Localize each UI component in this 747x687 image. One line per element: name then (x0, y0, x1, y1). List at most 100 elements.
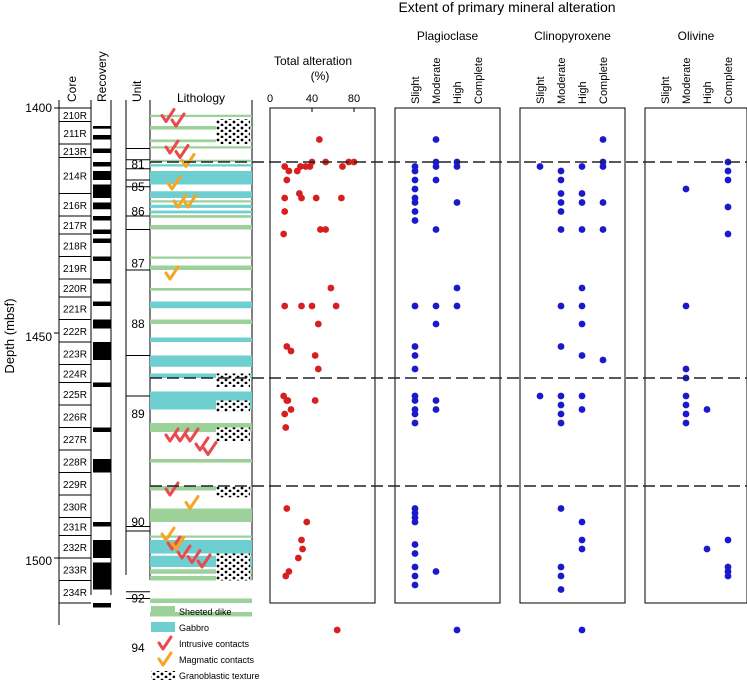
alteration-point (411, 572, 419, 580)
alteration-point (339, 163, 346, 170)
intrusive-contact-symbol (174, 144, 190, 159)
alteration-point (327, 284, 335, 292)
lithology-band (150, 486, 252, 491)
alteration-point (724, 176, 732, 184)
granoblastic-texture (216, 427, 250, 441)
alteration-point (682, 365, 690, 373)
alteration-point (557, 199, 565, 206)
alteration-point (724, 536, 732, 544)
alteration-point (453, 626, 461, 634)
magmatic-contact-symbol (160, 526, 176, 542)
recovered-core-bar (93, 427, 111, 432)
recovered-core-bar (93, 202, 111, 210)
lithology-column-header: Lithology (177, 91, 225, 105)
lithology-legend: Sheeted dike Gabbro Intrusive contacts Magm… (151, 606, 260, 681)
core-label: 218R (63, 241, 87, 252)
recovered-core-bar (93, 301, 111, 306)
recovery-column-header: Recovery (95, 51, 109, 102)
core-label: 213R (63, 147, 87, 158)
alteration-point (724, 167, 732, 175)
alteration-point (311, 397, 319, 404)
core-label: 229R (63, 480, 87, 491)
alteration-point (599, 226, 607, 233)
alteration-point (557, 176, 565, 184)
alteration-point (557, 302, 565, 310)
alteration-point (314, 365, 322, 373)
x-tick-label: 40 (306, 93, 318, 105)
alteration-point (333, 626, 341, 634)
alteration-point (724, 572, 732, 580)
alteration-point (557, 572, 565, 580)
panel-0: Total alteration(%) 0 40 80 (267, 54, 376, 634)
core-label: 232R (63, 543, 87, 554)
alteration-point (432, 163, 440, 170)
intrusive-contact-symbol (196, 553, 212, 569)
depth-tick-label: 1500 (25, 554, 52, 568)
recovered-core-bar (93, 342, 111, 360)
lithology-band (150, 164, 252, 167)
category-label: Complete (723, 57, 735, 104)
lithology-band (150, 337, 252, 342)
panel-frame (269, 107, 376, 604)
lithology-column (149, 100, 253, 617)
magmatic-contact-symbol (172, 193, 188, 209)
boundary-lines (150, 161, 747, 487)
unit-label: 89 (131, 407, 145, 421)
alteration-point (287, 347, 295, 355)
alteration-point (557, 208, 565, 215)
category-label: High (577, 81, 589, 104)
chart-panels: Total alteration(%) 0 40 80 Plagioclase Sligh… (267, 29, 747, 634)
magmatic-contact-symbol (170, 535, 186, 551)
lithology-band (150, 256, 252, 259)
lithology-band (150, 569, 252, 574)
intrusive-contact-symbol (184, 427, 200, 443)
x-tick-label: 0 (267, 93, 273, 105)
magmatic-contact-swatch (157, 651, 173, 667)
lithology-band (150, 355, 252, 367)
lithology-band (150, 598, 252, 603)
lithology-band (150, 576, 252, 581)
category-label: Moderate (431, 58, 443, 104)
category-label: Slight (410, 76, 422, 104)
lithology-band (150, 459, 252, 463)
intrusive-contact-swatch (157, 635, 173, 651)
panel-1: Plagioclase Slight Moderate High Complete (394, 29, 501, 634)
alteration-point (411, 185, 419, 193)
alteration-point (281, 208, 289, 215)
core-label: 224R (63, 370, 87, 381)
unit-label: 87 (131, 256, 145, 270)
alteration-point (703, 406, 711, 413)
alteration-point (557, 586, 565, 593)
alteration-point (578, 352, 586, 359)
alteration-point (578, 536, 586, 544)
alteration-point (299, 545, 306, 553)
alteration-point (578, 199, 586, 206)
alteration-point (317, 226, 324, 233)
core-label: 221R (63, 304, 87, 315)
alteration-point (578, 320, 586, 328)
magmatic-contact-symbol (166, 175, 182, 191)
unit-label: 81 (131, 157, 145, 171)
alteration-point (453, 302, 461, 310)
alteration-point (557, 419, 565, 427)
panel-frame (519, 107, 626, 604)
intrusive-contact-symbol (164, 481, 180, 497)
core-column-header: Core (65, 76, 79, 102)
alteration-point (453, 199, 461, 206)
alteration-point (557, 190, 565, 197)
alteration-point (281, 163, 289, 170)
intrusive-contact-symbol (164, 427, 180, 443)
category-label: High (452, 81, 464, 104)
lithology-band (150, 288, 252, 291)
unit-label: 88 (131, 317, 145, 331)
unit-label: 94 (131, 641, 145, 655)
core-label: 210R (63, 111, 87, 122)
alteration-point (303, 518, 311, 526)
alteration-point (411, 217, 419, 224)
intrusive-contact-symbol (202, 441, 218, 456)
alteration-point (578, 302, 586, 310)
recovered-core-bar (93, 148, 111, 153)
alteration-point (298, 194, 305, 202)
alteration-point (332, 302, 340, 310)
alteration-point (282, 572, 290, 580)
